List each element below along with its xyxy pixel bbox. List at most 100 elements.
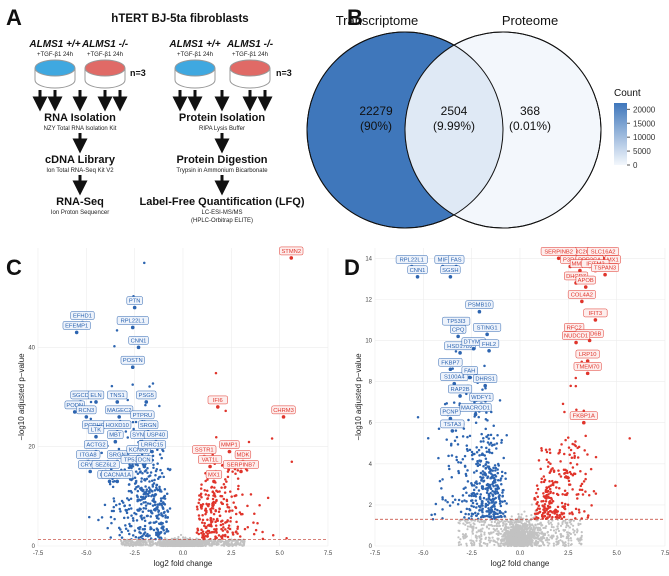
point-up [560, 443, 563, 446]
point-ns [145, 541, 148, 544]
point-ns [567, 539, 570, 542]
point-down [499, 479, 502, 482]
point-ns [486, 542, 489, 546]
point-up [573, 456, 576, 460]
point-down [159, 499, 163, 503]
point-ns [495, 527, 499, 530]
gene-label-down-box [440, 265, 461, 275]
gene-label-down-text: SRGN [109, 453, 126, 459]
panel-a-letter: A [6, 5, 22, 30]
point-down [114, 503, 118, 507]
point-ns [204, 542, 207, 545]
gene-label-down-point [483, 383, 488, 388]
gene-label-up-point [580, 299, 584, 304]
point-down [140, 514, 143, 517]
gene-label-down-box [91, 460, 120, 469]
point-down [150, 494, 153, 498]
point-up [568, 512, 571, 515]
point-down [149, 488, 152, 491]
point-down [477, 415, 480, 419]
point-up [574, 440, 577, 443]
point-up [569, 448, 573, 452]
point-down [112, 509, 116, 513]
point-down [113, 517, 116, 521]
point-down [487, 515, 490, 518]
point-down [154, 537, 157, 541]
point-up [214, 524, 218, 527]
point-down [153, 500, 157, 504]
point-down [499, 504, 503, 508]
point-ns [493, 520, 497, 524]
gene-label-down-text: SYNM [132, 433, 149, 439]
gene-label-down-box [62, 321, 91, 330]
panel-b: B Transcriptome Proteome 22279 (90%) 250… [306, 5, 656, 229]
point-down [145, 488, 149, 491]
point-ns [507, 526, 510, 529]
point-down [468, 494, 471, 497]
point-ns [239, 543, 242, 546]
point-up [561, 493, 564, 496]
gene-label-up-point [583, 285, 588, 289]
point-down [143, 527, 147, 531]
point-up [558, 472, 561, 476]
y-tick-label: 40 [28, 345, 35, 351]
point-down [159, 475, 162, 479]
gene-label-up-box [271, 405, 296, 415]
point-up [214, 535, 217, 538]
gene-label-down-point [74, 330, 79, 335]
x-tick-label: -2.5 [129, 551, 140, 557]
point-up [576, 497, 579, 500]
point-ns [470, 544, 474, 547]
point-up [580, 488, 584, 492]
point-ns [466, 519, 469, 522]
gene-label-down-point [473, 412, 478, 417]
point-down [491, 493, 494, 496]
point-down [89, 400, 93, 404]
point-down [445, 402, 449, 405]
point-up [210, 531, 213, 534]
point-down [144, 495, 148, 498]
point-ns [478, 520, 481, 524]
point-down [131, 420, 135, 424]
point-ns [133, 543, 137, 546]
point-ns [478, 543, 482, 547]
point-up [548, 479, 551, 483]
point-ns [503, 544, 506, 547]
point-down [457, 469, 460, 473]
gene-label-up-box [205, 470, 223, 479]
prot-step-3-sub1: LC-ESI-MS/MS [201, 210, 242, 216]
point-up [564, 468, 567, 472]
prot-ko-treat: +TGF-β1 24h [232, 52, 268, 58]
point-down [122, 516, 126, 520]
point-up [204, 479, 207, 483]
prot-arrows-row [172, 90, 273, 112]
venn-left-count: 22279 [359, 104, 393, 118]
point-ns [562, 528, 565, 532]
gene-label-up-point [289, 256, 294, 260]
point-up [548, 451, 552, 455]
point-up [203, 488, 206, 492]
point-down [491, 483, 494, 486]
point-up [546, 465, 550, 468]
point-down [143, 261, 146, 265]
point-ns [576, 529, 579, 532]
point-up [538, 507, 541, 511]
gene-label-down-text: DTYMK [463, 340, 483, 346]
point-up [543, 514, 547, 518]
point-ns [554, 531, 557, 534]
point-down [480, 504, 483, 507]
point-ns [579, 522, 582, 526]
point-up [535, 508, 538, 512]
point-up [543, 478, 547, 482]
point-ns [552, 542, 555, 545]
point-up [214, 529, 218, 532]
point-down [463, 516, 466, 519]
point-ns [221, 544, 225, 547]
point-ns [126, 539, 129, 542]
point-ns [499, 539, 503, 542]
point-up [200, 496, 203, 499]
gene-label-down-box [70, 311, 95, 320]
point-ns [171, 538, 174, 541]
gene-label-down-point [415, 274, 420, 279]
point-ns [459, 538, 462, 541]
